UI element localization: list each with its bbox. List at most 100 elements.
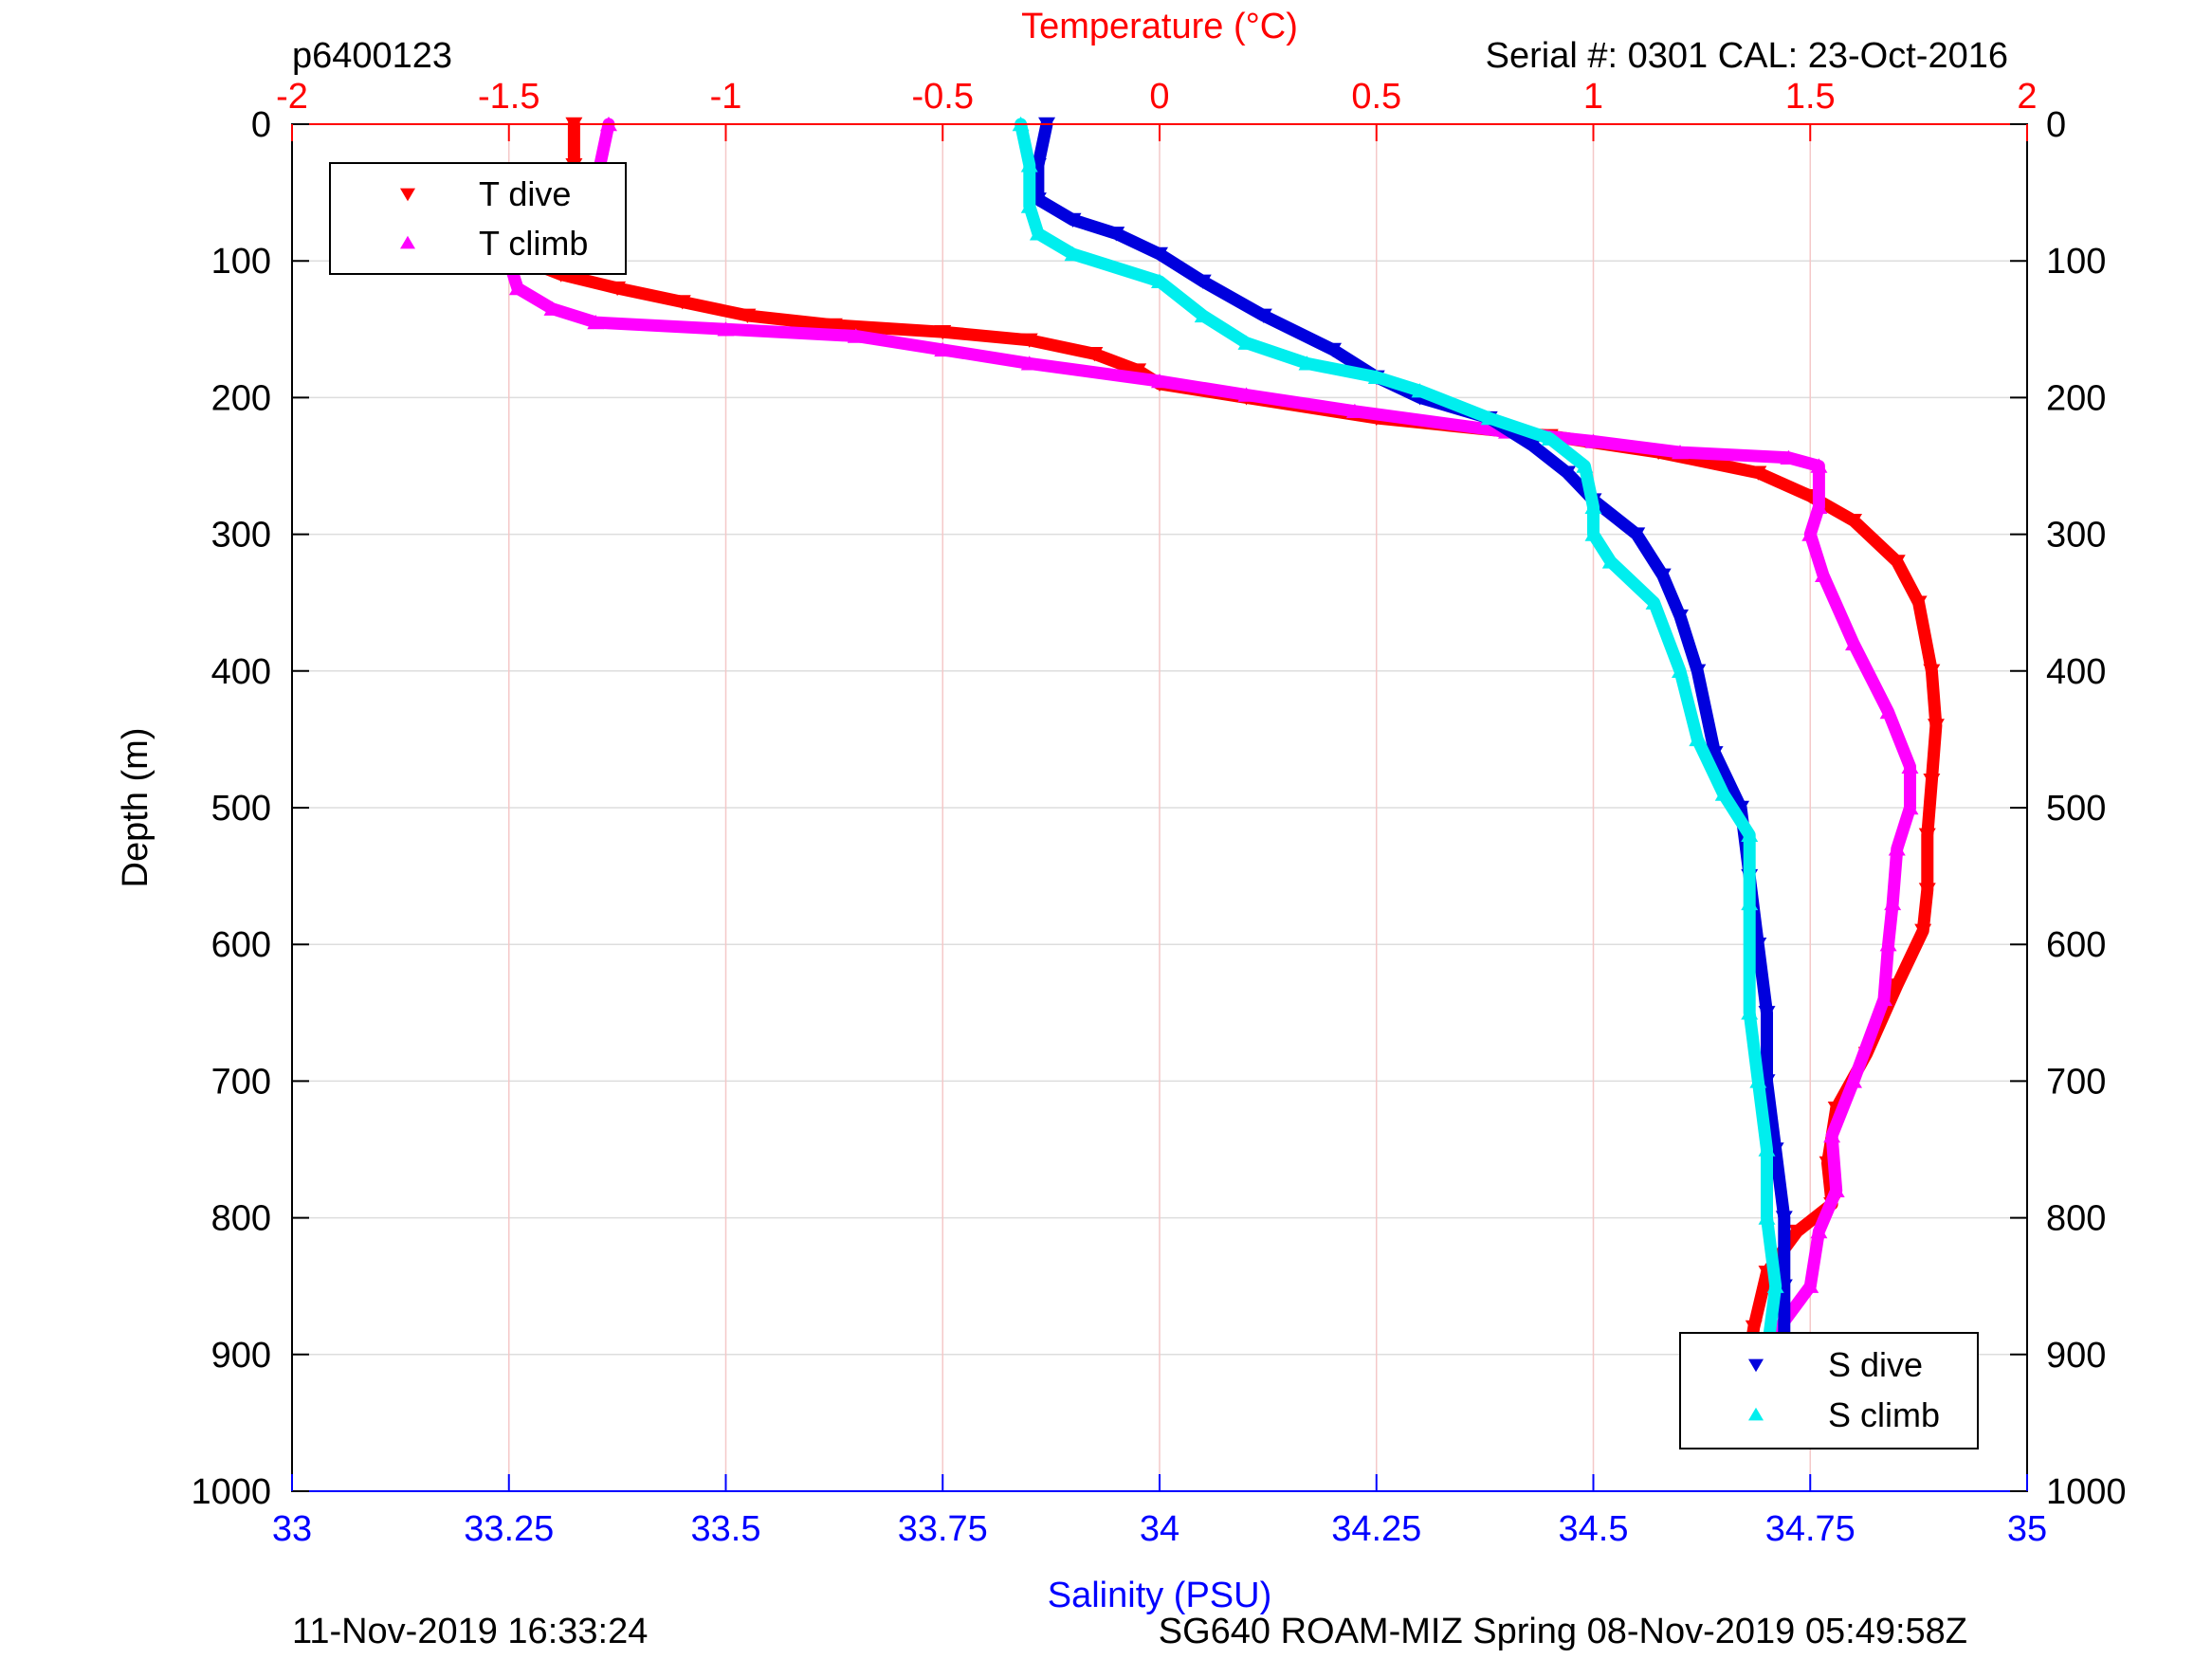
data-point-s-dive — [1559, 465, 1577, 481]
series-band-s-dive — [1032, 118, 1791, 1409]
depth-tick-label-left: 800 — [211, 1199, 271, 1239]
temperature-tick-label: -1.5 — [478, 77, 539, 117]
data-point-t-dive — [1888, 978, 1906, 994]
data-point-s-dive — [1524, 438, 1542, 453]
data-point-t-climb — [1884, 895, 1902, 911]
depth-tick-label-right: 100 — [2046, 242, 2106, 282]
data-point-t-climb — [1879, 703, 1897, 720]
data-point-t-climb — [1345, 403, 1363, 419]
series-band-s-climb — [1015, 118, 1782, 1423]
data-point-t-climb — [1814, 567, 1832, 583]
data-point-t-dive — [1845, 513, 1862, 529]
data-point-t-climb — [1237, 387, 1255, 402]
depth-tick-label-right: 800 — [2046, 1199, 2106, 1239]
data-point-t-climb — [1845, 635, 1862, 651]
temperature-tick-label: -1 — [710, 77, 742, 117]
footer-timestamp: 11-Nov-2019 16:33:24 — [292, 1612, 648, 1651]
profile-id: p6400123 — [292, 36, 452, 76]
data-point-t-climb — [934, 341, 952, 357]
salinity-tick-label: 34 — [1140, 1509, 1179, 1549]
data-point-s-climb — [1064, 246, 1082, 262]
temperature-legend: T dive T climb — [329, 162, 627, 275]
data-point-s-climb — [1237, 335, 1255, 350]
depth-tick-label-right: 400 — [2046, 652, 2106, 692]
temperature-axis-title: Temperature (°C) — [1021, 7, 1298, 46]
salinity-tick-label: 34.5 — [1559, 1509, 1629, 1549]
data-point-s-climb — [1584, 499, 1602, 514]
depth-tick-label-left: 400 — [211, 652, 271, 692]
depth-tick-label-left: 900 — [211, 1336, 271, 1376]
data-point-t-climb — [1672, 444, 1689, 460]
data-point-t-climb — [543, 301, 561, 316]
data-point-s-climb — [1584, 526, 1602, 541]
data-point-t-dive — [1927, 719, 1945, 734]
data-point-s-climb — [1576, 458, 1594, 473]
depth-tick-label-right: 1000 — [2046, 1472, 2127, 1512]
temperature-tick-label: 1 — [1583, 77, 1603, 117]
data-point-s-climb — [1741, 827, 1759, 843]
data-point-s-dive — [1107, 227, 1125, 242]
data-point-s-climb — [1601, 554, 1619, 569]
data-point-s-dive — [1254, 308, 1272, 323]
data-point-t-climb — [1901, 799, 1919, 815]
data-point-t-dive — [825, 318, 843, 334]
data-point-s-climb — [1020, 198, 1038, 213]
depth-tick-label-right: 200 — [2046, 378, 2106, 418]
data-point-t-dive — [1788, 1224, 1806, 1240]
data-point-s-dive — [1064, 212, 1082, 228]
data-point-s-climb — [1672, 663, 1689, 678]
depth-tick-label-right: 900 — [2046, 1336, 2106, 1376]
ticks-layer: 0 0 100 100 200 200 300 300 400 400 500 500 600 600 70… — [191, 77, 2126, 1549]
data-point-t-climb — [1801, 1278, 1819, 1293]
serial-calibration-info: Serial #: 0301 CAL: 23-Oct-2016 — [1486, 36, 2008, 76]
depth-tick-label-right: 700 — [2046, 1062, 2106, 1102]
salinity-tick-label: 33.25 — [464, 1509, 554, 1549]
data-point-t-dive — [1910, 595, 1928, 611]
data-point-t-climb — [1879, 937, 1897, 952]
data-point-s-climb — [1758, 1141, 1776, 1157]
data-point-s-dive — [1775, 1211, 1793, 1226]
legend-s-dive-marker — [1748, 1358, 1764, 1373]
data-point-s-climb — [1367, 369, 1385, 384]
data-point-t-dive — [1745, 1320, 1763, 1336]
data-point-s-climb — [1194, 307, 1212, 323]
temperature-tick-label: -0.5 — [912, 77, 974, 117]
legend-t-dive-marker — [400, 188, 415, 202]
data-point-s-dive — [1758, 1006, 1776, 1021]
data-point-s-dive — [1654, 568, 1672, 583]
salinity-legend-box — [1679, 1332, 1979, 1449]
data-point-s-climb — [1541, 430, 1559, 446]
depth-tick-label-left: 600 — [211, 925, 271, 965]
data-point-s-climb — [1766, 1278, 1784, 1293]
depth-tick-label-right: 500 — [2046, 789, 2106, 829]
data-point-s-climb — [1741, 895, 1759, 911]
data-point-s-dive — [1194, 274, 1212, 289]
data-point-t-climb — [1827, 1182, 1845, 1197]
depth-tick-label-left: 700 — [211, 1062, 271, 1102]
data-point-t-climb — [1845, 1073, 1862, 1088]
depth-tick-label-left: 0 — [251, 105, 271, 145]
data-point-t-dive — [1923, 664, 1941, 679]
data-point-s-climb — [1029, 226, 1047, 241]
legend-s-climb-label: S climb — [1828, 1395, 1940, 1434]
data-point-s-climb — [1645, 594, 1663, 610]
salinity-axis-title: Salinity (PSU) — [1048, 1576, 1272, 1615]
data-point-s-climb — [1741, 1005, 1759, 1020]
data-point-t-dive — [1749, 465, 1767, 481]
data-point-t-dive — [1129, 363, 1147, 378]
data-point-t-dive — [1888, 555, 1906, 570]
depth-tick-label-left: 200 — [211, 378, 271, 418]
data-point-t-climb — [1810, 499, 1828, 514]
footer-mission-info: SG640 ROAM-MIZ Spring 08-Nov-2019 05:49:… — [1159, 1612, 1967, 1651]
data-point-t-climb — [1901, 758, 1919, 774]
data-point-t-climb — [1823, 1127, 1841, 1143]
data-point-s-climb — [1298, 356, 1316, 371]
data-point-t-climb — [1888, 841, 1906, 856]
salinity-tick-label: 34.75 — [1765, 1509, 1856, 1549]
temperature-tick-label: 2 — [2017, 77, 2037, 117]
data-point-t-dive — [739, 308, 757, 323]
data-point-t-climb — [717, 321, 735, 337]
salinity-tick-label: 35 — [2007, 1509, 2047, 1549]
data-point-s-climb — [1758, 1210, 1776, 1225]
data-point-t-climb — [1780, 449, 1798, 465]
